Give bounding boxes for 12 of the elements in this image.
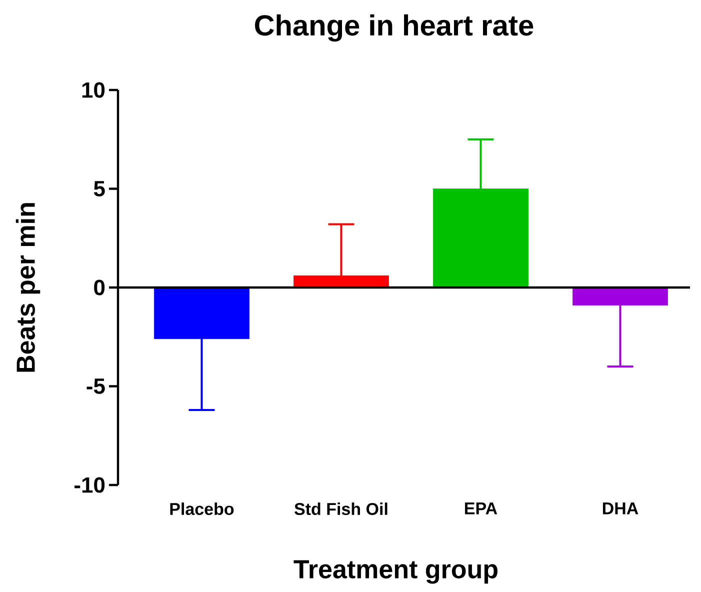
y-tick-label: -10 (74, 477, 105, 493)
x-tick-label: Std Fish Oil (294, 502, 388, 516)
y-tick-label: 5 (94, 181, 105, 196)
y-tick-label: 0 (94, 280, 105, 296)
y-axis-title: Beats per min (16, 203, 40, 372)
x-axis-title: Treatment group (294, 560, 498, 584)
chart-title: Change in heart rate (254, 14, 534, 42)
x-tick-label: EPA (465, 502, 498, 514)
x-tick-label: Placebo (170, 502, 234, 516)
y-tick-label: -5 (86, 378, 105, 394)
y-tick-label: 10 (82, 82, 105, 98)
x-tick-label: DHA (602, 502, 638, 514)
